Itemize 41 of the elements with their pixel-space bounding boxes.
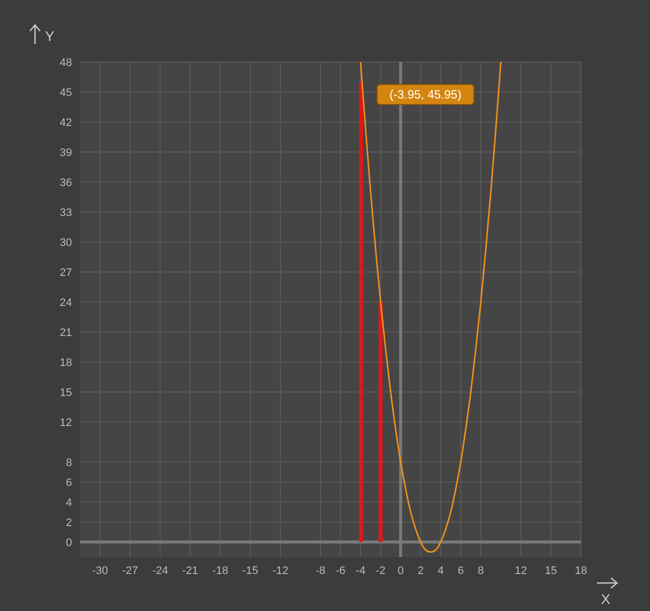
- x-tick-label: -8: [316, 565, 326, 577]
- x-tick-label: -12: [272, 565, 288, 577]
- x-tick-label: 18: [574, 565, 588, 577]
- y-tick-label: 30: [60, 237, 72, 249]
- x-tick-label: -18: [212, 565, 228, 577]
- x-tick-label: -15: [242, 565, 258, 577]
- y-tick-label: 0: [66, 537, 72, 549]
- y-tick-label: 48: [60, 57, 72, 69]
- y-tick-label: 39: [60, 147, 72, 159]
- y-tick-label: 15: [60, 387, 72, 399]
- x-tick-label: -27: [122, 565, 138, 577]
- y-tick-label: 21: [60, 327, 72, 339]
- x-tick-label: -24: [152, 565, 168, 577]
- y-tick-label: 33: [60, 207, 72, 219]
- x-tick-label: -30: [92, 565, 108, 577]
- y-tick-label: 18: [60, 357, 72, 369]
- y-tick-label: 36: [60, 177, 72, 189]
- y-axis-title: Y: [45, 28, 55, 44]
- y-tick-label: 24: [60, 297, 72, 309]
- y-tick-label: 45: [60, 87, 72, 99]
- y-tick-label: 12: [60, 417, 72, 429]
- x-tick-label: 8: [478, 565, 484, 577]
- x-tick-label: -2: [376, 565, 386, 577]
- y-tick-label: 4: [66, 497, 72, 509]
- line-series: [360, 62, 502, 553]
- x-tick-label: 15: [544, 565, 558, 577]
- y-tick-label: 8: [66, 457, 72, 469]
- x-tick-label: -6: [336, 565, 346, 577]
- annotation: (-3.95, 45.95): [389, 88, 462, 102]
- x-tick-label: 12: [514, 565, 528, 577]
- y-tick-label: 27: [60, 267, 72, 279]
- x-axis-title: X: [601, 591, 611, 607]
- y-tick-label: 42: [60, 117, 72, 129]
- x-tick-label: -21: [182, 565, 198, 577]
- x-tick-label: 0: [398, 565, 404, 577]
- x-tick-label: 6: [458, 565, 464, 577]
- x-tick-label: 2: [418, 565, 424, 577]
- x-tick-label: -4: [356, 565, 366, 577]
- y-tick-label: 6: [66, 477, 72, 489]
- y-tick-label: 2: [66, 517, 72, 529]
- x-tick-label: 4: [438, 565, 444, 577]
